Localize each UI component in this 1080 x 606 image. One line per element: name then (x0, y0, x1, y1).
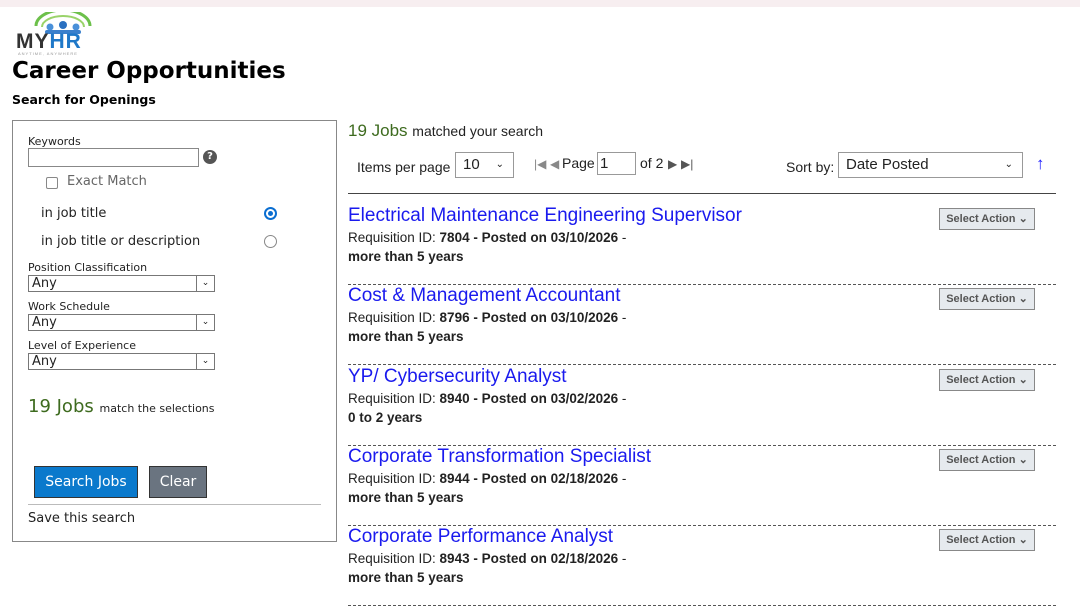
exact-match-label: Exact Match (67, 174, 147, 189)
job-title-link[interactable]: Corporate Transformation Specialist (348, 445, 652, 467)
items-per-page-label: Items per page (357, 159, 451, 175)
posted-date: - Posted on 03/10/2026 (469, 230, 619, 245)
requisition-id: 8940 (439, 390, 470, 406)
top-bar (0, 0, 1080, 7)
myhr-logo: MYHR ANYTIME, ANYWHERE (14, 12, 104, 56)
requisition-id: 8944 (439, 470, 470, 486)
filter-match-count: 19 Jobs match the selections (28, 396, 215, 417)
select-action-button[interactable]: Select Action ⌄ (939, 288, 1035, 311)
job-experience: more than 5 years (348, 329, 464, 345)
position-classification-label: Position Classification (28, 261, 148, 274)
work-schedule-label: Work Schedule (28, 300, 110, 313)
job-experience: more than 5 years (348, 249, 464, 264)
job-title-link[interactable]: Electrical Maintenance Engineering Super… (348, 205, 742, 226)
page-title: Career Opportunities (12, 58, 286, 84)
job-meta: Requisition ID: 8940 - Posted on 03/02/2… (348, 390, 627, 406)
sort-by-select[interactable]: Date Posted ⌄ (838, 152, 1023, 178)
job-title-link[interactable]: Cost & Management Accountant (348, 285, 621, 307)
job-listing: Corporate Performance Analyst Requisitio… (348, 526, 1056, 606)
page-total: of 2 (640, 155, 664, 171)
posted-date: - Posted on 02/18/2026 (469, 551, 619, 567)
results-toolbar: Items per page 10 ⌄ |◀ ◀ Page 1 of 2 ▶ ▶|… (348, 152, 1056, 182)
job-meta: Requisition ID: 8796 - Posted on 03/10/2… (348, 310, 627, 326)
posted-date: - Posted on 02/18/2026 (469, 470, 619, 486)
chevron-down-icon: ⌄ (1018, 213, 1028, 225)
prev-page-icon[interactable]: ◀ (550, 157, 560, 171)
chevron-down-icon: ⌄ (1004, 159, 1013, 170)
chevron-down-icon: ⌄ (196, 276, 214, 291)
job-meta: Requisition ID: 8944 - Posted on 02/18/2… (348, 470, 627, 486)
posted-date: - Posted on 03/02/2026 (469, 390, 619, 406)
job-listing: Cost & Management Accountant Requisition… (348, 285, 1056, 366)
requisition-id: 7804 (439, 230, 470, 245)
next-page-icon[interactable]: ▶ (668, 157, 678, 171)
results-count: 19 Jobs matched your search (348, 121, 544, 140)
job-listing: Electrical Maintenance Engineering Super… (348, 205, 1056, 285)
position-classification-select[interactable]: Any ⌄ (28, 275, 215, 292)
chevron-down-icon: ⌄ (196, 315, 214, 330)
chevron-down-icon: ⌄ (1018, 293, 1028, 306)
job-experience: more than 5 years (348, 570, 464, 586)
search-subtitle: Search for Openings (12, 92, 156, 107)
select-action-button[interactable]: Select Action ⌄ (939, 368, 1035, 391)
job-listing: YP/ Cybersecurity Analyst Requisition ID… (348, 366, 1056, 446)
radio-in-job-title[interactable] (264, 207, 277, 220)
job-meta: Requisition ID: 7804 - Posted on 03/10/2… (348, 230, 627, 245)
job-experience: 0 to 2 years (348, 409, 423, 425)
select-action-button[interactable]: Select Action ⌄ (939, 529, 1035, 552)
page-label: Page (562, 155, 595, 171)
select-action-button[interactable]: Select Action ⌄ (939, 448, 1035, 471)
experience-select[interactable]: Any ⌄ (28, 353, 215, 370)
job-meta: Requisition ID: 8943 - Posted on 02/18/2… (348, 551, 627, 567)
clear-button[interactable]: Clear (149, 466, 207, 498)
exact-match-checkbox[interactable] (46, 177, 58, 189)
sort-by-label: Sort by: (786, 159, 835, 175)
chevron-down-icon: ⌄ (1018, 453, 1028, 466)
chevron-down-icon: ⌄ (1018, 534, 1028, 547)
results-divider (348, 193, 1056, 194)
chevron-down-icon: ⌄ (495, 159, 504, 170)
search-jobs-button[interactable]: Search Jobs (34, 466, 138, 498)
radio-label-title: in job title (41, 206, 107, 221)
job-experience: more than 5 years (348, 489, 464, 505)
chevron-down-icon: ⌄ (1018, 373, 1028, 386)
select-action-button[interactable]: Select Action ⌄ (939, 208, 1035, 230)
people-wifi-icon (34, 12, 92, 34)
experience-label: Level of Experience (28, 339, 136, 352)
job-title-link[interactable]: YP/ Cybersecurity Analyst (348, 365, 567, 387)
first-page-icon[interactable]: |◀ (534, 157, 547, 171)
help-icon[interactable]: ? (203, 150, 217, 164)
work-schedule-select[interactable]: Any ⌄ (28, 314, 215, 331)
chevron-down-icon: ⌄ (196, 354, 214, 369)
job-listing: Corporate Transformation Specialist Requ… (348, 446, 1056, 526)
keywords-label: Keywords (28, 135, 81, 148)
items-per-page-select[interactable]: 10 ⌄ (455, 152, 514, 178)
requisition-id: 8796 (439, 310, 470, 326)
job-title-link[interactable]: Corporate Performance Analyst (348, 526, 614, 548)
keywords-input[interactable] (28, 148, 199, 167)
posted-date: - Posted on 03/10/2026 (469, 310, 619, 326)
last-page-icon[interactable]: ▶| (681, 157, 694, 171)
search-panel: Keywords ? Exact Match in job title in j… (12, 120, 337, 542)
sort-ascending-icon[interactable]: ↑ (1036, 154, 1045, 173)
requisition-id: 8943 (439, 551, 470, 567)
divider (28, 504, 321, 505)
radio-label-description: in job title or description (41, 234, 201, 249)
page-input[interactable]: 1 (597, 152, 636, 175)
save-search-link[interactable]: Save this search (28, 511, 136, 526)
radio-in-title-or-description[interactable] (264, 235, 277, 248)
